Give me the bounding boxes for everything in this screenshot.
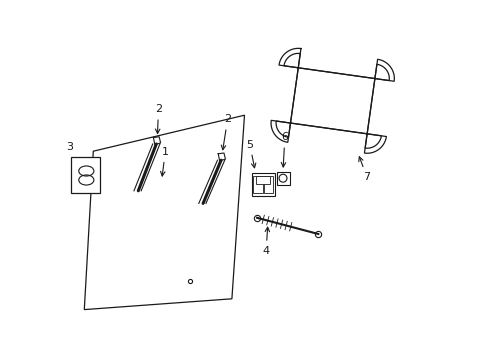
Bar <box>253 176 262 193</box>
Text: 4: 4 <box>262 227 269 256</box>
Bar <box>264 176 273 193</box>
Bar <box>71 157 101 193</box>
Text: 3: 3 <box>66 142 73 152</box>
Bar <box>251 173 275 196</box>
Text: 6: 6 <box>281 132 288 167</box>
Text: 5: 5 <box>246 140 255 168</box>
Text: 2: 2 <box>221 114 231 150</box>
Text: 2: 2 <box>155 104 162 134</box>
Text: 1: 1 <box>160 147 168 176</box>
Bar <box>256 176 270 184</box>
Text: 7: 7 <box>358 157 370 182</box>
Bar <box>276 172 289 185</box>
